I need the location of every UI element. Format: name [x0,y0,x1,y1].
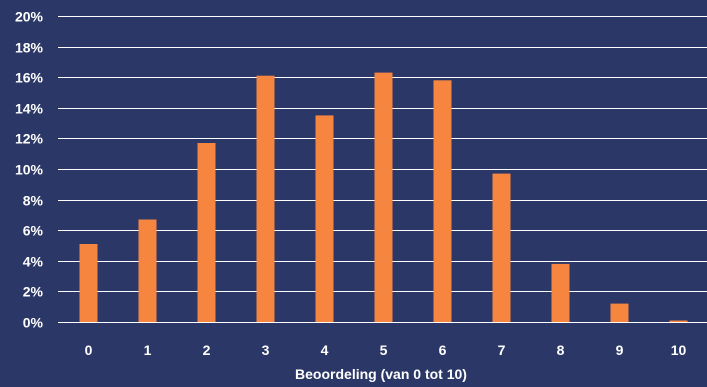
bar-7 [492,173,511,322]
x-tick-label: 2 [203,342,211,358]
x-tick-label: 8 [557,342,565,358]
y-tick-labels: 0% 2% 4% 6% 8% 10% 12% 14% 16% 18% 20% [15,9,44,331]
x-tick-label: 6 [439,342,447,358]
y-tick-label: 20% [15,9,44,25]
y-tick-label: 18% [15,40,44,56]
y-tick-label: 8% [23,193,44,209]
bar-5 [374,72,393,322]
y-tick-label: 12% [15,131,44,147]
bar-6 [433,80,452,322]
y-tick-label: 2% [23,284,44,300]
bar-8 [551,263,570,322]
bar-4 [315,115,334,323]
x-tick-label: 3 [262,342,270,358]
bar-2 [197,143,216,322]
y-tick-label: 16% [15,70,44,86]
x-tick-label: 0 [85,342,93,358]
bar-9 [610,303,629,322]
x-tick-label: 10 [671,342,687,358]
y-tick-label: 6% [23,223,44,239]
x-tick-labels: 0 1 2 3 4 5 6 7 8 9 10 [85,342,687,358]
y-tick-label: 10% [15,162,44,178]
bars [79,72,688,323]
x-tick-label: 7 [498,342,506,358]
y-tick-label: 0% [23,315,44,331]
bar-3 [256,75,275,322]
x-tick-label: 5 [380,342,388,358]
y-tick-label: 4% [23,254,44,270]
bar-0 [79,244,98,322]
bar-10 [669,320,688,322]
x-tick-label: 1 [144,342,152,358]
y-tick-label: 14% [15,101,44,117]
x-axis-title: Beoordeling (van 0 tot 10) [295,366,467,382]
x-tick-label: 9 [616,342,624,358]
x-tick-label: 4 [321,342,329,358]
bar-1 [138,219,157,322]
